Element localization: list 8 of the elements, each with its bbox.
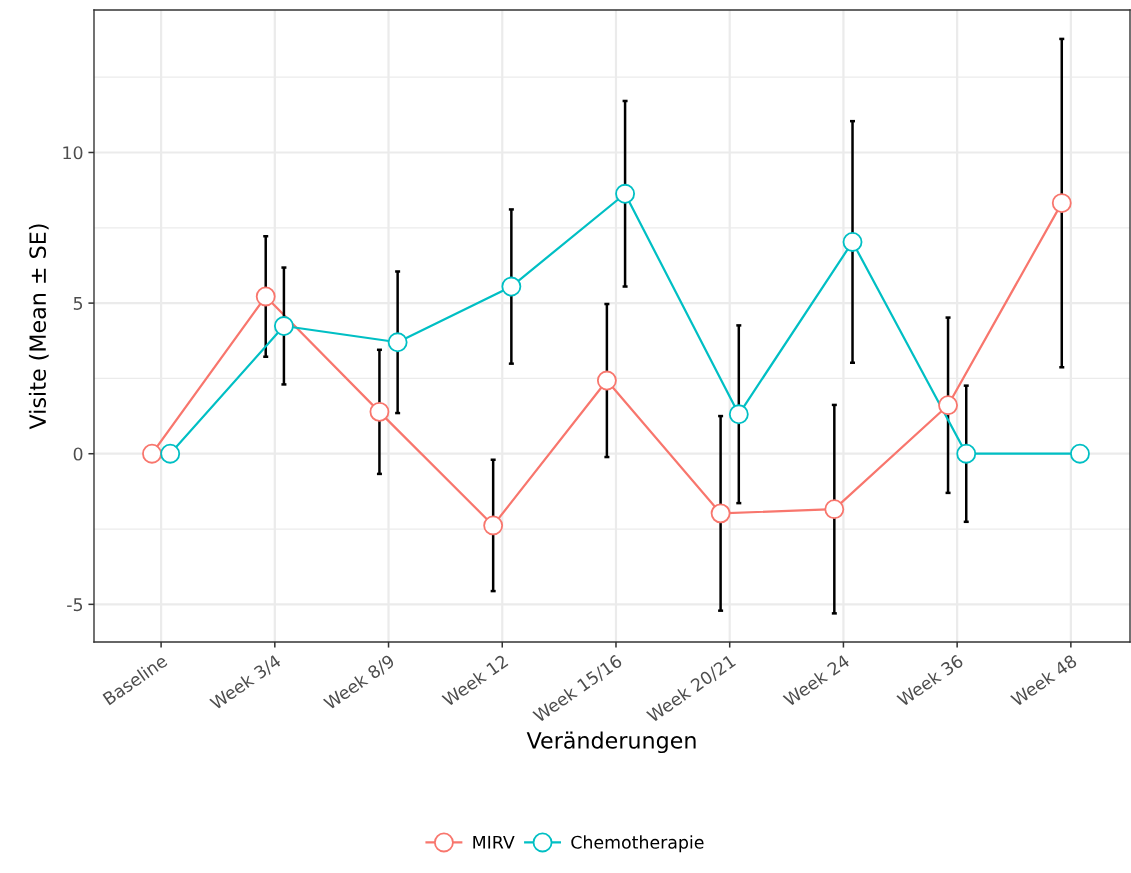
y-tick-label: 10 <box>63 146 83 160</box>
y-tick-label: 5 <box>73 297 83 310</box>
y-tick-label: -5 <box>67 598 83 612</box>
legend-label: MIRV <box>473 835 515 849</box>
y-tick-label: 0 <box>73 447 83 461</box>
x-axis-title: Veränderungen <box>526 731 696 754</box>
y-axis-title: Visite (Mean ± SE) <box>28 224 49 430</box>
legend-label: Chemotherapie <box>571 835 704 853</box>
